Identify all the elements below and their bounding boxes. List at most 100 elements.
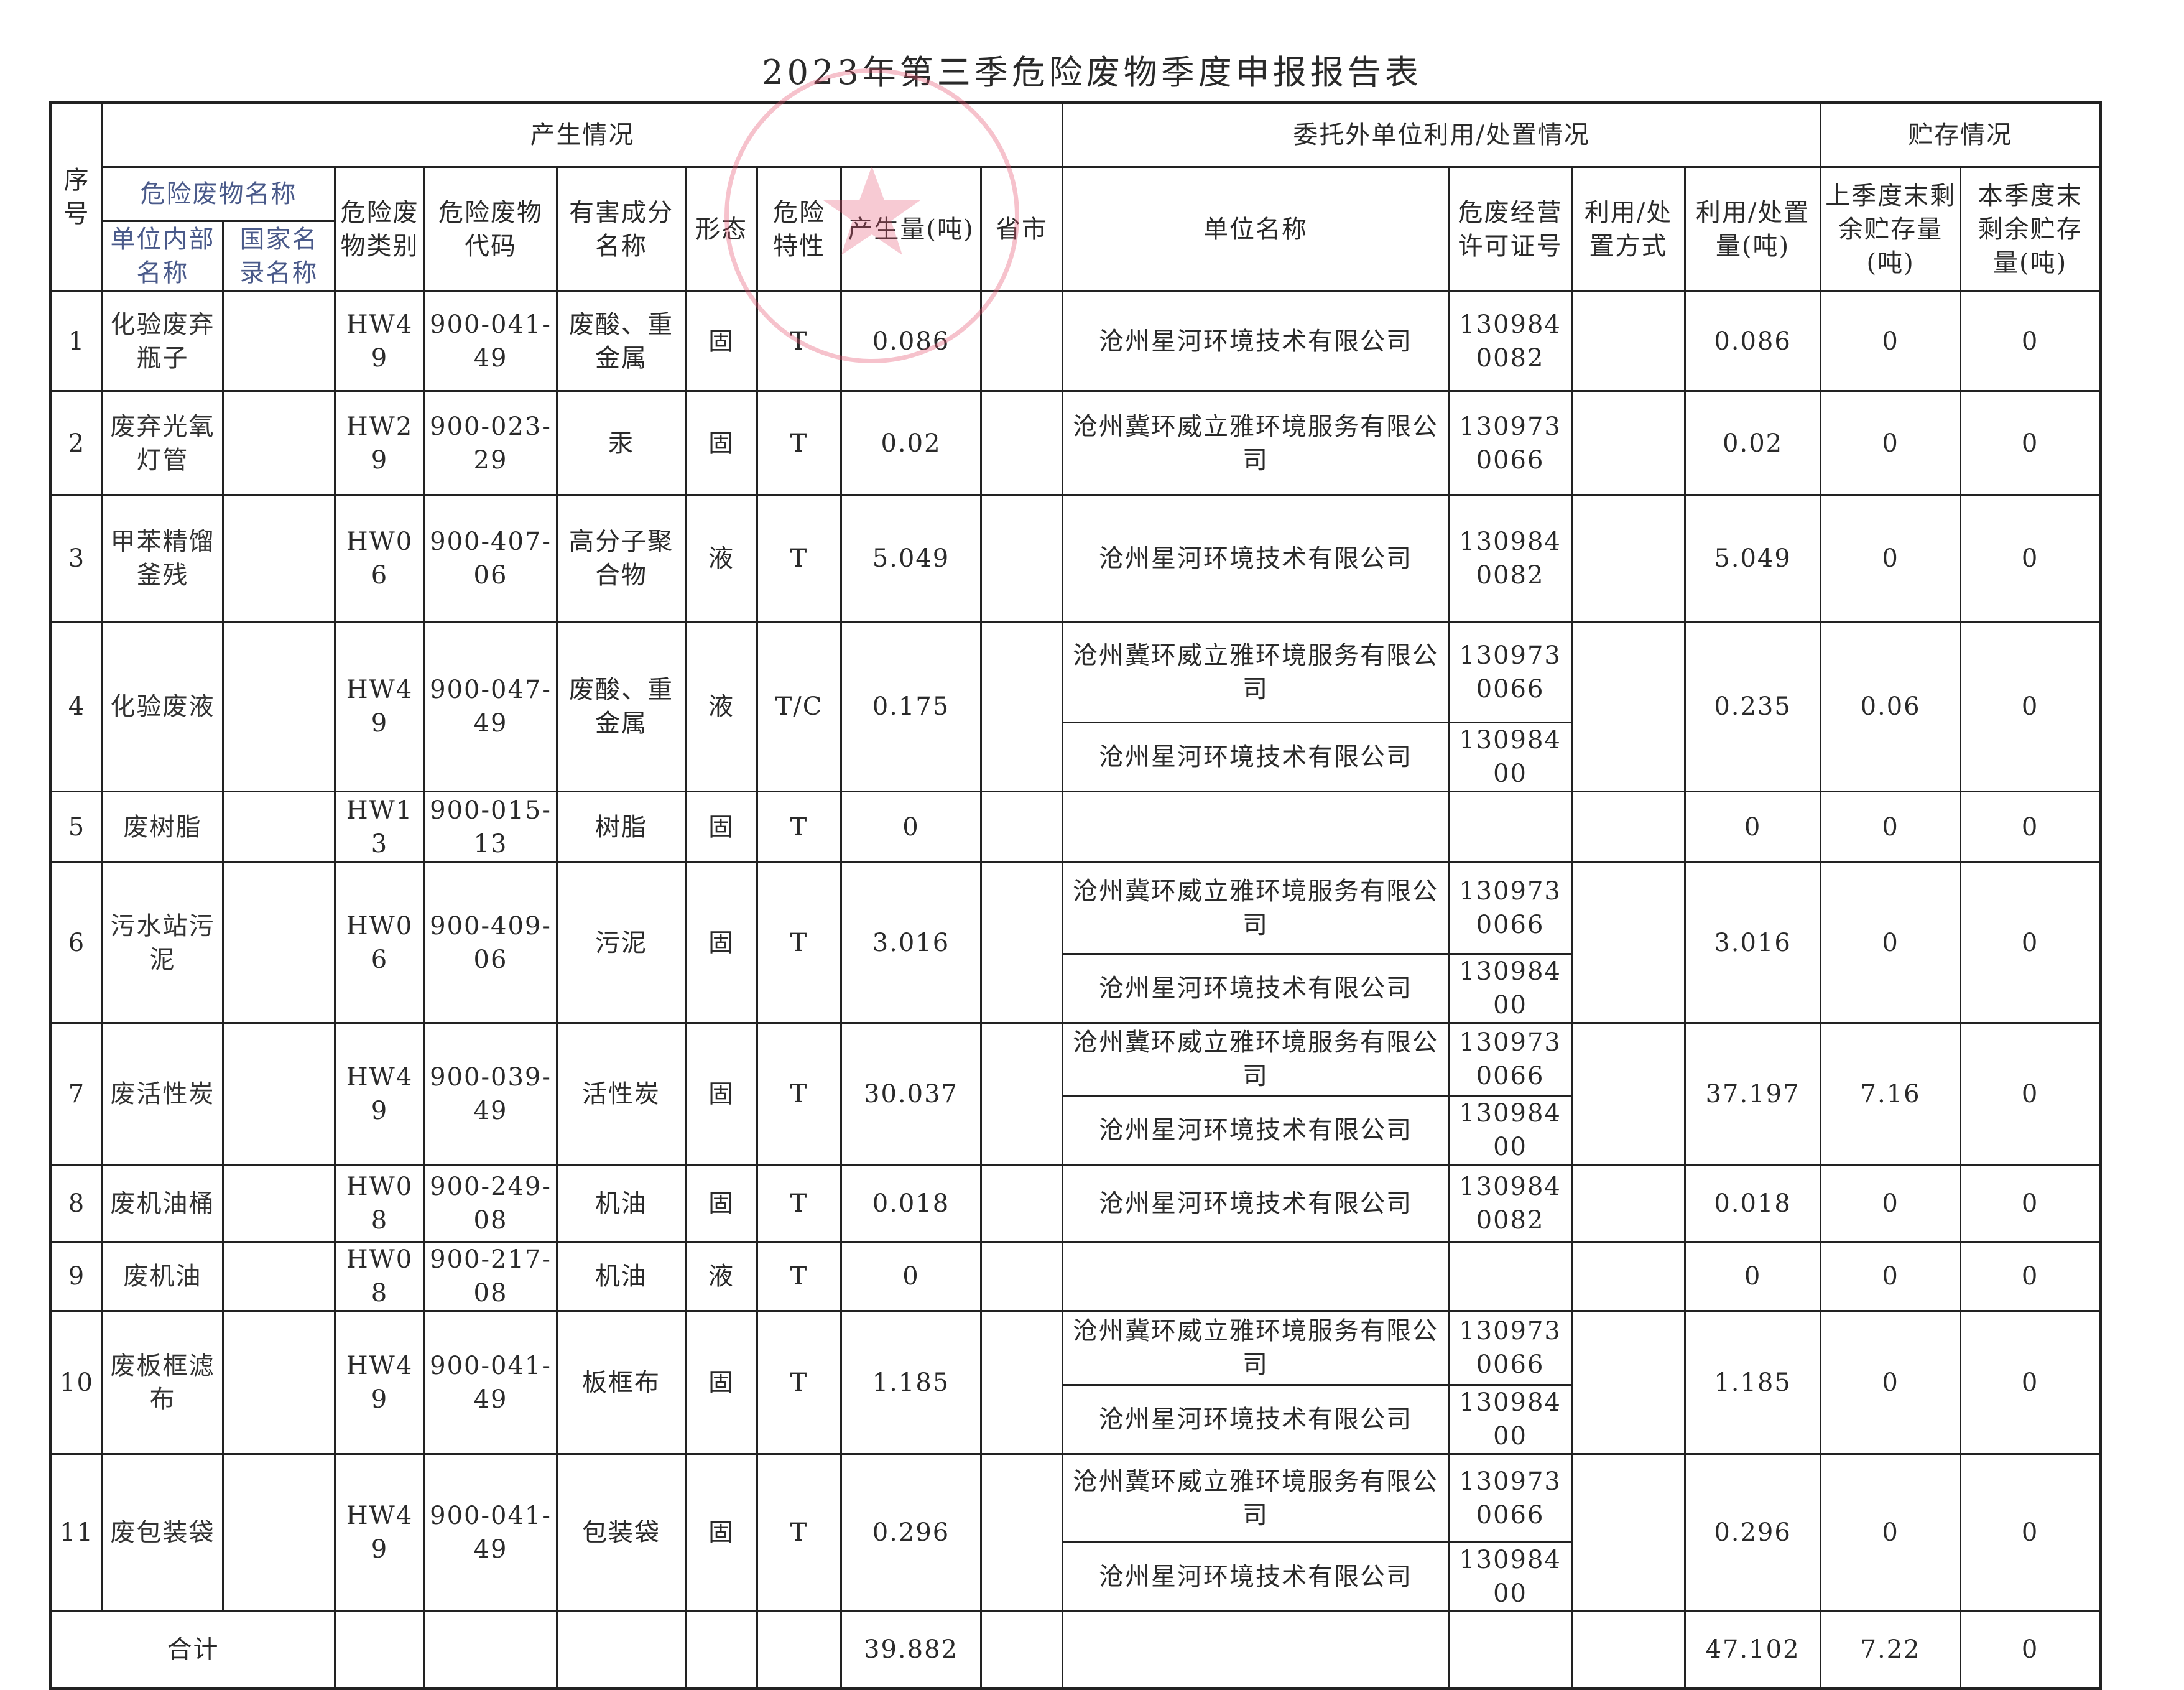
harmful-component: 废酸、重金属 xyxy=(556,290,687,392)
permit-number: 1309840082 xyxy=(1448,494,1573,623)
unit-name: 沧州星河环境技术有限公司 xyxy=(1062,1384,1450,1455)
row-seq: 7 xyxy=(50,1022,103,1166)
disposal-method xyxy=(1571,1310,1687,1455)
header-prev-stock: 上季度末剩余贮存量(吨) xyxy=(1820,166,1962,292)
harmful-component: 污泥 xyxy=(556,861,687,1024)
empty-cell xyxy=(685,1610,758,1689)
disposed-amount: 0.086 xyxy=(1684,290,1822,392)
total-label: 合计 xyxy=(50,1610,336,1689)
produced-amount: 0.018 xyxy=(840,1164,982,1243)
prev-stock: 0.06 xyxy=(1820,621,1962,792)
table-row: 4 化验废液 HW49 900-047-49 废酸、重金属液 T/C 0.175 沧州冀环威立… xyxy=(50,621,2102,792)
header-national-name: 国家名录名称 xyxy=(222,220,336,292)
curr-stock: 0 xyxy=(1960,1310,2102,1455)
header-row-3: 单位内部名称 国家名录名称 xyxy=(51,220,2101,292)
disposed-amount: 0 xyxy=(1684,791,1822,863)
waste-code: 900-039-49 xyxy=(423,1022,558,1166)
province xyxy=(979,621,1064,792)
national-name xyxy=(222,390,336,496)
disposal-method xyxy=(1571,1022,1687,1166)
waste-code: 900-041-49 xyxy=(423,290,558,392)
disposal-method xyxy=(1571,494,1687,623)
waste-category: HW08 xyxy=(334,1164,425,1243)
province xyxy=(979,290,1064,392)
waste-form: 液 xyxy=(685,1241,758,1312)
prev-stock: 0 xyxy=(1820,791,1962,863)
national-name xyxy=(222,1164,336,1243)
unit-name: 沧州星河环境技术有限公司 xyxy=(1062,953,1450,1024)
internal-name: 污水站污泥 xyxy=(101,861,224,1024)
unit-name: 沧州星河环境技术有限公司 xyxy=(1062,494,1450,623)
curr-stock: 0 xyxy=(1960,390,2102,496)
province xyxy=(979,791,1064,863)
header-form: 形态 xyxy=(685,166,758,292)
national-name xyxy=(222,1022,336,1166)
waste-category: HW49 xyxy=(334,1310,425,1455)
table-row: 5 废树脂 HW13 900-015-13 树脂固 T 0 0 0 0 xyxy=(50,791,2102,863)
province xyxy=(979,861,1064,1024)
harmful-component: 机油 xyxy=(556,1164,687,1243)
table-row: 9 废机油 HW08 900-217-08 机油液 T 0 0 0 0 xyxy=(50,1241,2102,1312)
disposed-amount: 3.016 xyxy=(1684,861,1822,1024)
permit-number: 13098400 xyxy=(1448,953,1573,1024)
waste-form: 固 xyxy=(685,290,758,392)
disposal-method xyxy=(1571,1164,1687,1243)
waste-code: 900-041-49 xyxy=(423,1453,558,1612)
waste-category: HW06 xyxy=(334,494,425,623)
waste-code: 900-407-06 xyxy=(423,494,558,623)
waste-category: HW49 xyxy=(334,1453,425,1612)
permit-number xyxy=(1448,1241,1573,1312)
waste-form: 固 xyxy=(685,1453,758,1612)
header-internal-name: 单位内部名称 xyxy=(101,220,224,292)
province xyxy=(979,1310,1064,1455)
permit-number: 13098400 xyxy=(1448,1384,1573,1455)
table-row: 1 化验废弃瓶子 HW49 900-041-49 废酸、重金属固 T 0.086 沧州星河环境… xyxy=(50,290,2102,392)
table-row: 7 废活性炭 HW49 900-039-49 活性炭固 T 30.037 沧州冀环威立雅环境服… xyxy=(50,1022,2102,1166)
table-row: 6 污水站污泥 HW06 900-409-06 污泥固 T 3.016 沧州冀环威立雅环境服务… xyxy=(50,861,2102,1024)
national-name xyxy=(222,494,336,623)
total-curr-stock: 0 xyxy=(1960,1610,2102,1689)
row-seq: 10 xyxy=(50,1310,103,1455)
prev-stock: 0 xyxy=(1820,1310,1962,1455)
produced-amount: 0.086 xyxy=(840,290,982,392)
national-name xyxy=(222,290,336,392)
permit-number: 13098400 xyxy=(1448,1095,1573,1166)
waste-form: 固 xyxy=(685,861,758,1024)
empty-cell xyxy=(756,1610,842,1689)
national-name xyxy=(222,1310,336,1455)
header-row-2: 危险废物名称 危险废物类别 危险废物代码 有害成分名称 形态 危险特性 产生量(… xyxy=(51,166,2102,292)
province xyxy=(979,1022,1064,1166)
produced-amount: 0.02 xyxy=(840,390,982,496)
province xyxy=(979,1453,1064,1612)
internal-name: 化验废弃瓶子 xyxy=(101,290,224,392)
internal-name: 甲苯精馏釜残 xyxy=(101,494,224,623)
national-name xyxy=(222,621,336,792)
waste-code: 900-217-08 xyxy=(423,1241,558,1312)
curr-stock: 0 xyxy=(1960,290,2102,392)
header-amount: 产生量(吨) xyxy=(840,166,982,292)
prev-stock: 0 xyxy=(1820,1164,1962,1243)
national-name xyxy=(222,1453,336,1612)
waste-form: 固 xyxy=(685,791,758,863)
waste-form: 液 xyxy=(685,621,758,792)
prev-stock: 0 xyxy=(1820,1241,1962,1312)
disposed-amount: 5.049 xyxy=(1684,494,1822,623)
curr-stock: 0 xyxy=(1960,1241,2102,1312)
permit-number: 1309730066 xyxy=(1448,621,1573,723)
waste-report-table: 序号 产生情况 委托外单位利用/处置情况 贮存情况 危险废物名称 危险废物类别 … xyxy=(49,101,2103,1690)
disposal-method xyxy=(1571,861,1687,1024)
header-disposed: 利用/处置量(吨) xyxy=(1684,166,1822,292)
waste-form: 液 xyxy=(685,494,758,623)
empty-cell xyxy=(423,1610,558,1689)
curr-stock: 0 xyxy=(1960,1164,2102,1243)
unit-name: 沧州星河环境技术有限公司 xyxy=(1062,1095,1450,1166)
disposed-amount: 1.185 xyxy=(1684,1310,1822,1455)
waste-category: HW49 xyxy=(334,621,425,792)
hazard-property: T xyxy=(756,494,842,623)
row-seq: 3 xyxy=(50,494,103,623)
permit-number xyxy=(1448,791,1573,863)
unit-name: 沧州星河环境技术有限公司 xyxy=(1062,1164,1450,1243)
waste-category: HW49 xyxy=(334,1022,425,1166)
waste-form: 固 xyxy=(685,390,758,496)
table-row: 8 废机油桶 HW08 900-249-08 机油固 T 0.018 沧州星河环境技术有限公司… xyxy=(50,1164,2102,1243)
